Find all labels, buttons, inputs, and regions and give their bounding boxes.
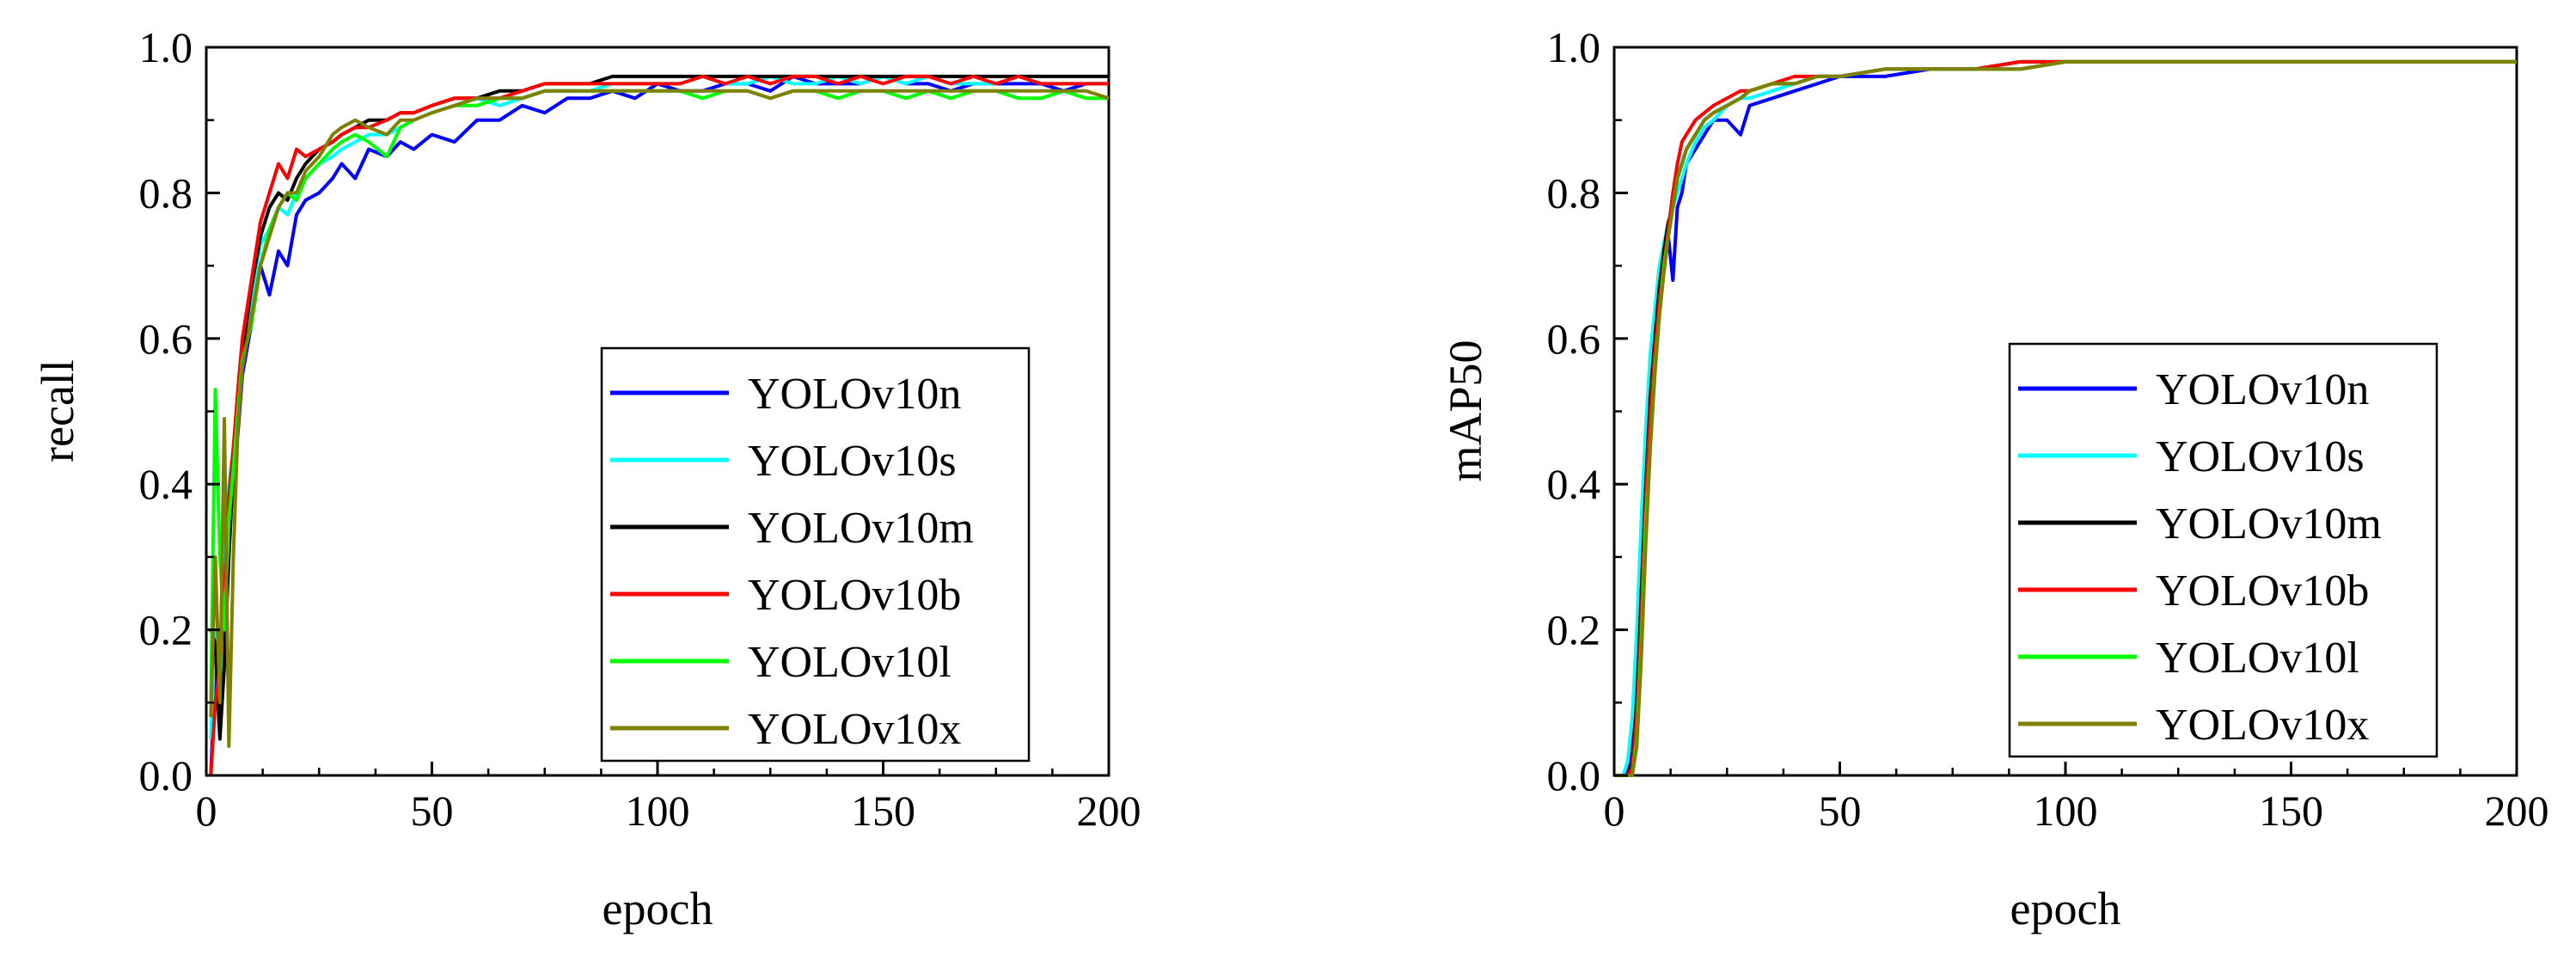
legend-label-yolov10l: YOLOv10l xyxy=(748,638,951,687)
y-tick-label: 0.4 xyxy=(1547,460,1601,508)
legend-label-yolov10x: YOLOv10x xyxy=(748,705,961,754)
legend-label-yolov10m: YOLOv10m xyxy=(748,504,974,553)
x-tick-label: 100 xyxy=(626,787,690,835)
y-tick-label: 0.0 xyxy=(1547,751,1601,799)
y-tick-label: 0.0 xyxy=(139,751,193,799)
y-tick-label: 0.6 xyxy=(1547,315,1601,363)
y-ticks: 0.0 0.2 0.4 0.6 0.8 1.0 xyxy=(1547,23,1628,799)
y-axis-title: mAP50 xyxy=(1440,340,1491,481)
y-tick-label: 0.4 xyxy=(139,460,193,508)
legend: YOLOv10n YOLOv10s YOLOv10m YOLOv10b YOLOv10l… xyxy=(2008,342,2438,758)
y-tick-label: 0.8 xyxy=(139,168,193,217)
x-tick-label: 50 xyxy=(411,787,454,835)
legend-label-yolov10s: YOLOv10s xyxy=(2156,432,2365,481)
x-ticks: 0 50 100 150 200 xyxy=(196,762,1141,835)
x-ticks: 0 50 100 150 200 xyxy=(1604,762,2549,835)
x-tick-label: 150 xyxy=(851,787,915,835)
legend-label-yolov10b: YOLOv10b xyxy=(748,571,961,620)
chart-map50: 0 50 100 150 200 0.0 0.2 0.4 0.6 0.8 1.0 epoch mA… xyxy=(1440,23,2549,934)
legend-box xyxy=(2008,342,2438,758)
series-line-yolov10x xyxy=(209,89,1110,749)
x-tick-label: 50 xyxy=(1819,787,1862,835)
legend-label-yolov10n: YOLOv10n xyxy=(748,370,961,419)
series-line-yolov10x xyxy=(1614,59,2517,777)
legend-label-yolov10m: YOLOv10m xyxy=(2156,499,2382,548)
y-tick-label: 0.6 xyxy=(139,315,193,363)
legend-label-yolov10b: YOLOv10b xyxy=(2156,567,2369,616)
x-tick-label: 100 xyxy=(2034,787,2098,835)
series-lines xyxy=(209,74,1110,776)
series-line-yolov10b xyxy=(209,74,1109,776)
chart-recall: 0 50 100 150 200 0.0 0.2 0.4 0.6 0.8 1.0 epoch re… xyxy=(32,23,1141,934)
legend: YOLOv10n YOLOv10s YOLOv10m YOLOv10b YOLOv10l… xyxy=(600,346,1031,763)
x-tick-label: 200 xyxy=(2485,787,2549,835)
y-tick-label: 1.0 xyxy=(1547,23,1601,71)
y-axis-title: recall xyxy=(32,359,83,462)
x-axis-title: epoch xyxy=(2010,883,2121,934)
series-lines xyxy=(1614,59,2517,777)
x-tick-label: 0 xyxy=(196,787,217,835)
y-ticks: 0.0 0.2 0.4 0.6 0.8 1.0 xyxy=(139,23,220,799)
legend-label-yolov10x: YOLOv10x xyxy=(2156,701,2369,750)
y-tick-label: 0.8 xyxy=(1547,168,1601,217)
x-tick-label: 0 xyxy=(1604,787,1625,835)
y-tick-label: 0.2 xyxy=(1547,606,1601,654)
legend-label-yolov10l: YOLOv10l xyxy=(2156,634,2359,683)
y-tick-label: 0.2 xyxy=(139,606,193,654)
legend-label-yolov10n: YOLOv10n xyxy=(2156,365,2369,414)
y-tick-label: 1.0 xyxy=(139,23,193,71)
x-axis-title: epoch xyxy=(603,883,713,934)
legend-box xyxy=(600,346,1031,763)
x-tick-label: 150 xyxy=(2259,787,2323,835)
legend-label-yolov10s: YOLOv10s xyxy=(748,437,957,486)
x-tick-label: 200 xyxy=(1077,787,1141,835)
